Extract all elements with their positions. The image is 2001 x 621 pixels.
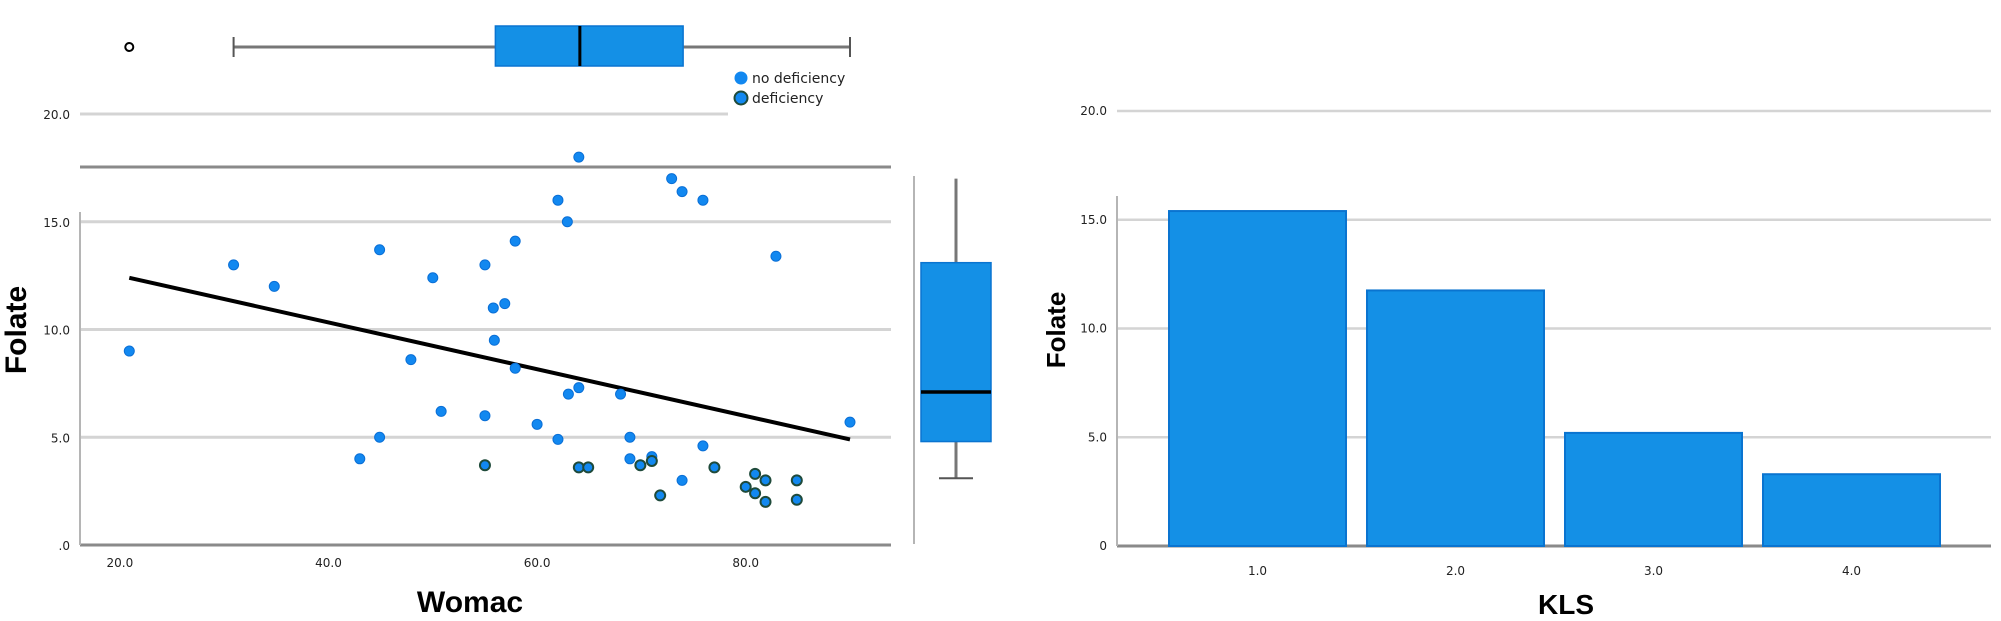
regression-line <box>128 275 851 442</box>
point-no-deficiency <box>123 345 135 357</box>
point-no-deficiency <box>487 302 499 314</box>
y-tick-label: 5.0 <box>51 431 70 445</box>
point-no-deficiency <box>624 431 636 443</box>
point-no-deficiency <box>405 354 417 366</box>
point-no-deficiency <box>354 453 366 465</box>
y-tick-label: .0 <box>59 539 70 553</box>
x-tick-label: 2.0 <box>1446 564 1465 578</box>
point-deficiency <box>790 474 803 487</box>
fit-line <box>128 275 851 442</box>
scatter-axes <box>79 165 915 547</box>
legend-marker-deficiency <box>733 90 749 106</box>
point-no-deficiency <box>561 216 573 228</box>
point-deficiency <box>634 459 647 472</box>
bar-x-axis-title: KLS <box>1538 589 1594 620</box>
womac-marginal-boxplot <box>124 25 851 67</box>
point-no-deficiency <box>552 194 564 206</box>
x-tick-label: 60.0 <box>524 556 551 570</box>
scatter-x-tick-labels: 20.0 40.0 60.0 80.0 <box>107 556 760 570</box>
scatter-y-tick-labels: .0 5.0 10.0 15.0 20.0 <box>43 108 70 553</box>
point-no-deficiency <box>228 259 240 271</box>
point-no-deficiency <box>488 334 500 346</box>
point-deficiency <box>739 480 752 493</box>
scatter-x-axis-title: Womac <box>417 586 523 619</box>
scatter-y-axis-title: Folate <box>0 286 33 374</box>
y-tick-label: 10.0 <box>43 324 70 338</box>
bar-3.0 <box>1564 431 1743 547</box>
point-deficiency <box>749 487 762 500</box>
legend-label-no-deficiency: no deficiency <box>752 71 845 87</box>
scatter-legend: no deficiency deficiency <box>733 71 845 107</box>
point-no-deficiency <box>573 382 585 394</box>
point-no-deficiency <box>562 388 574 400</box>
point-no-deficiency <box>697 194 709 206</box>
x-tick-label: 3.0 <box>1644 564 1663 578</box>
bar-y-axis-title: Folate <box>1041 292 1071 369</box>
point-no-deficiency <box>676 186 688 198</box>
x-tick-label: 4.0 <box>1842 564 1861 578</box>
x-tick-label: 1.0 <box>1248 564 1267 578</box>
y-tick-label: 20.0 <box>1080 104 1107 118</box>
scatter-gridlines <box>80 112 891 439</box>
bar-1.0 <box>1168 210 1347 548</box>
folate-marginal-boxplot <box>920 178 992 480</box>
point-deficiency <box>708 461 721 474</box>
point-deficiency <box>478 459 491 472</box>
point-no-deficiency <box>676 474 688 486</box>
legend-marker-no-deficiency <box>734 71 748 85</box>
point-no-deficiency <box>844 416 856 428</box>
iqr-box <box>494 25 684 67</box>
point-no-deficiency <box>552 433 564 445</box>
point-no-deficiency <box>531 418 543 430</box>
point-no-deficiency <box>666 173 678 185</box>
y-tick-label: 0 <box>1099 539 1107 553</box>
bar-2.0 <box>1366 289 1545 547</box>
point-no-deficiency <box>374 244 386 256</box>
point-deficiency <box>645 454 658 467</box>
point-no-deficiency <box>615 388 627 400</box>
y-tick-label: 20.0 <box>43 108 70 122</box>
outlier-marker <box>124 42 135 52</box>
point-no-deficiency <box>770 250 782 262</box>
point-no-deficiency <box>509 235 521 247</box>
bars <box>1168 210 1941 548</box>
x-tick-label: 80.0 <box>732 556 759 570</box>
point-deficiency <box>749 467 762 480</box>
legend-label-deficiency: deficiency <box>752 91 823 107</box>
point-no-deficiency <box>697 440 709 452</box>
y-tick-label: 10.0 <box>1080 322 1107 336</box>
y-tick-label: 15.0 <box>1080 213 1107 227</box>
point-deficiency <box>759 474 772 487</box>
point-no-deficiency <box>499 298 511 310</box>
point-no-deficiency <box>479 259 491 271</box>
point-deficiency <box>654 489 667 502</box>
y-tick-label: 5.0 <box>1088 430 1107 444</box>
x-tick-label: 20.0 <box>107 556 134 570</box>
point-no-deficiency <box>573 151 585 163</box>
bar-x-tick-labels: 1.0 2.0 3.0 4.0 <box>1248 564 1861 578</box>
x-tick-label: 40.0 <box>315 556 342 570</box>
point-no-deficiency <box>427 272 439 284</box>
point-no-deficiency <box>268 280 280 292</box>
point-deficiency <box>790 493 803 506</box>
y-tick-label: 15.0 <box>43 216 70 230</box>
point-deficiency <box>759 495 772 508</box>
point-no-deficiency <box>435 405 447 417</box>
point-no-deficiency <box>509 362 521 374</box>
point-no-deficiency <box>624 453 636 465</box>
point-deficiency <box>582 461 595 474</box>
iqr-box <box>920 261 992 443</box>
point-no-deficiency <box>374 431 386 443</box>
bar-y-tick-labels: 0 5.0 10.0 15.0 20.0 <box>1080 104 1107 553</box>
bar-4.0 <box>1762 473 1941 548</box>
point-no-deficiency <box>479 410 491 422</box>
scatter-points <box>123 151 856 508</box>
